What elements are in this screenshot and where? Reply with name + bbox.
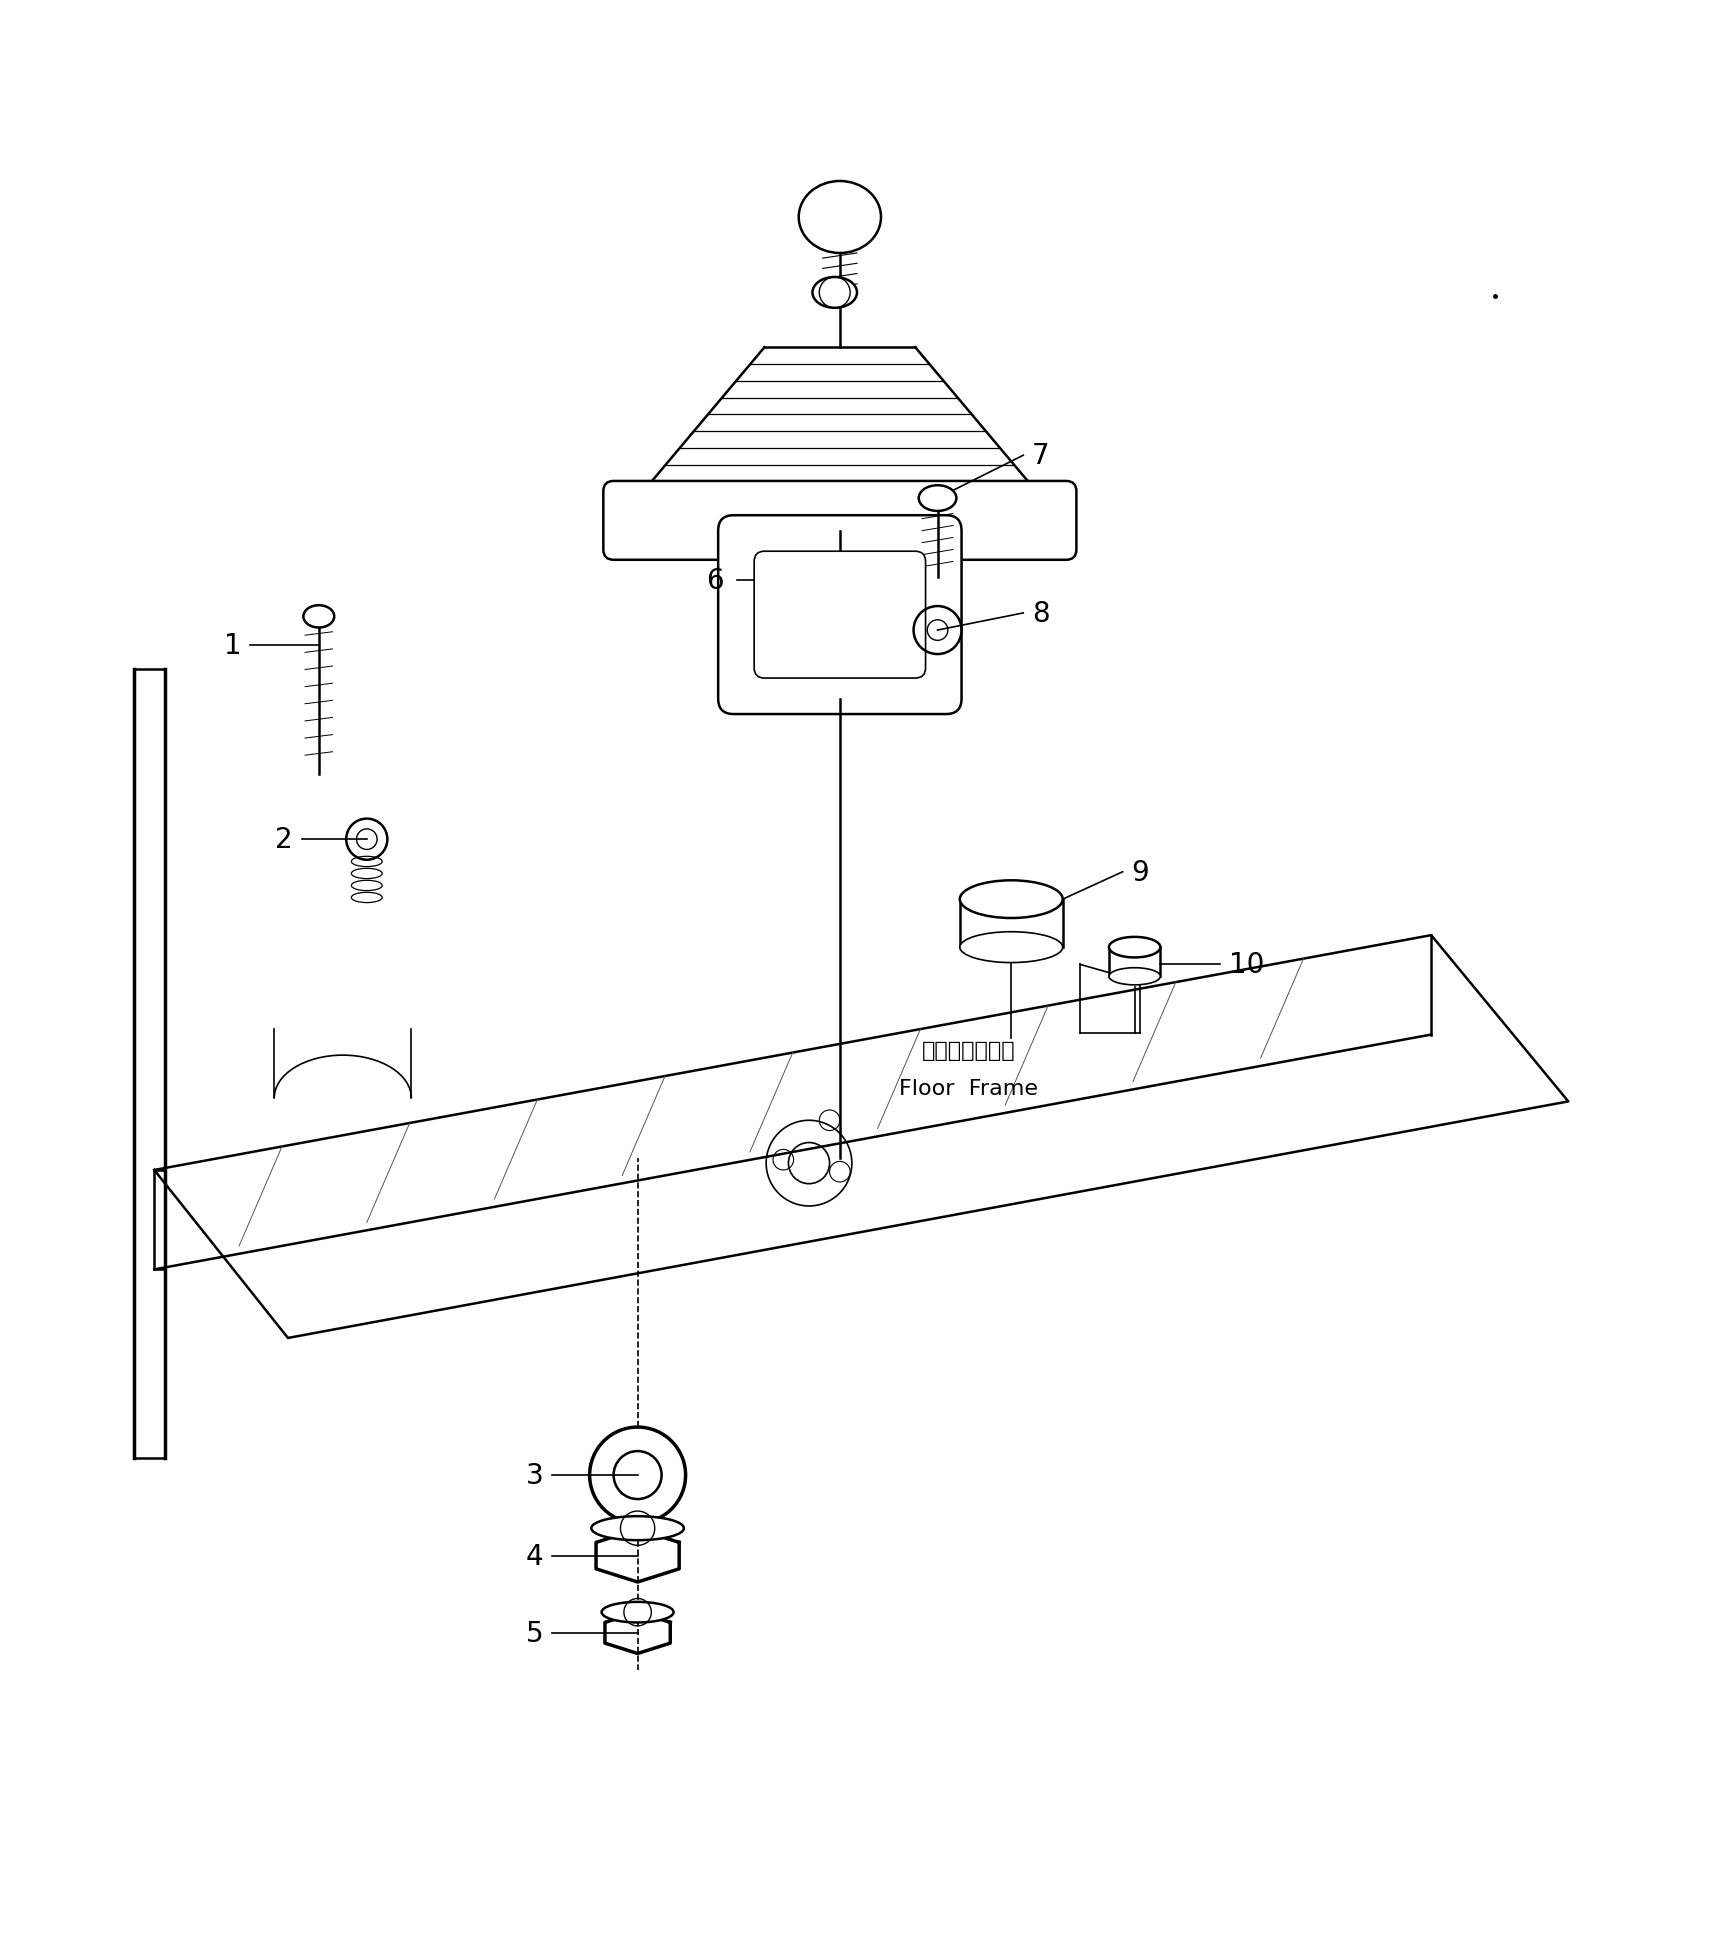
Text: 1: 1 [225, 632, 242, 660]
Text: 3: 3 [526, 1462, 543, 1489]
FancyBboxPatch shape [718, 517, 962, 714]
Text: 7: 7 [1032, 442, 1049, 470]
Ellipse shape [799, 182, 881, 254]
FancyBboxPatch shape [603, 481, 1076, 560]
Text: 2: 2 [276, 826, 293, 853]
Ellipse shape [812, 278, 857, 309]
Ellipse shape [602, 1603, 674, 1622]
Text: 6: 6 [706, 568, 723, 595]
Text: 9: 9 [1131, 859, 1148, 887]
Text: 5: 5 [526, 1618, 543, 1648]
Ellipse shape [1109, 969, 1160, 986]
Text: Floor  Frame: Floor Frame [898, 1078, 1039, 1098]
Ellipse shape [303, 607, 334, 628]
Ellipse shape [591, 1517, 684, 1540]
Ellipse shape [919, 485, 956, 511]
Ellipse shape [1109, 937, 1160, 957]
Ellipse shape [960, 932, 1063, 963]
Ellipse shape [960, 881, 1063, 918]
Text: 10: 10 [1229, 951, 1265, 978]
Text: フロアフレーム: フロアフレーム [922, 1041, 1015, 1061]
Text: 8: 8 [1032, 599, 1049, 628]
Text: 4: 4 [526, 1542, 543, 1570]
FancyBboxPatch shape [754, 552, 926, 679]
